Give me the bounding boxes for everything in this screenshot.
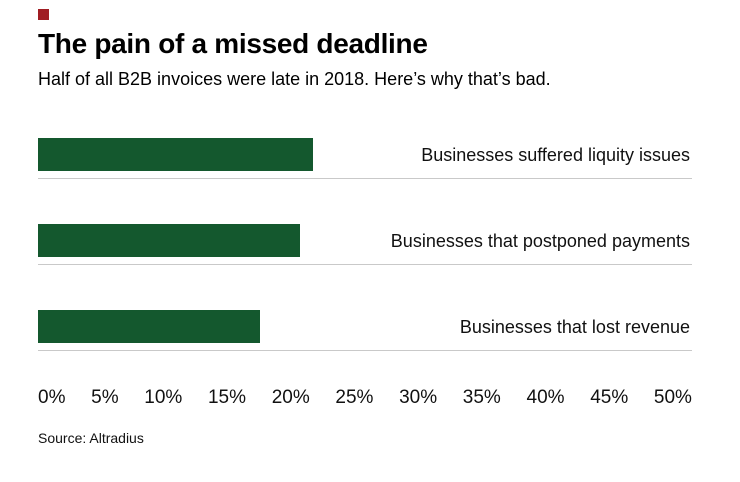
x-tick-label: 30% bbox=[399, 387, 438, 409]
x-tick-label: 15% bbox=[207, 387, 247, 409]
chart-subtitle: Half of all B2B invoices were late in 20… bbox=[38, 69, 551, 90]
x-tick-label: 25% bbox=[335, 387, 374, 409]
x-tick-label: 35% bbox=[462, 387, 501, 409]
x-tick-label: 45% bbox=[590, 387, 629, 409]
x-axis: 0% 5% 10% 15% 20% 25% 30% 35% 40% 45% 50% bbox=[38, 387, 692, 409]
brand-accent-square bbox=[38, 9, 49, 20]
bar-label: Businesses that lost revenue bbox=[459, 317, 690, 338]
chart-row: Businesses that lost revenue bbox=[38, 310, 692, 352]
x-tick-label: 0% bbox=[38, 387, 66, 409]
x-tick-label: 5% bbox=[91, 387, 119, 409]
bar-label: Businesses that postponed payments bbox=[390, 231, 690, 252]
chart-title: The pain of a missed deadline bbox=[38, 28, 428, 59]
bar-label: Businesses suffered liquity issues bbox=[421, 145, 690, 166]
x-tick-label: 20% bbox=[271, 387, 310, 409]
bar-chart: Businesses suffered liquity issues Busine… bbox=[38, 138, 692, 352]
chart-row: Businesses that postponed payments bbox=[38, 224, 692, 266]
chart-row: Businesses suffered liquity issues bbox=[38, 138, 692, 180]
x-tick-label: 40% bbox=[526, 387, 565, 409]
bar-3 bbox=[38, 310, 261, 344]
bar-2 bbox=[38, 224, 300, 258]
x-tick-label: 10% bbox=[144, 387, 183, 409]
bar-1 bbox=[38, 138, 313, 172]
source-note: Source: Altradius bbox=[38, 430, 144, 447]
x-tick-label: 50% bbox=[653, 387, 692, 409]
